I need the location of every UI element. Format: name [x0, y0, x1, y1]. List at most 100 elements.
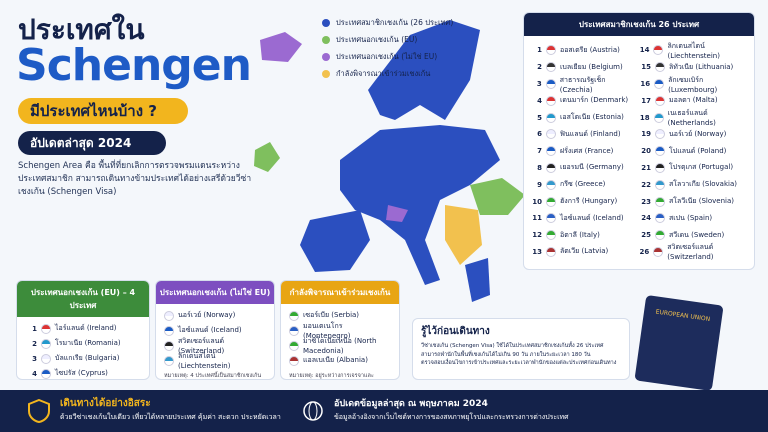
- flag: [289, 355, 299, 366]
- list-row: 1 ไอร์แลนด์ (Ireland): [25, 321, 141, 336]
- item-number: 6: [537, 130, 542, 139]
- list-row: ลิกเตนสไตน์ (Liechtenstein): [164, 352, 266, 370]
- item-number: 7: [537, 147, 542, 156]
- list-row: 13 ลัตเวีย (Latvia): [530, 244, 639, 261]
- item-name: เดนมาร์ก (Denmark): [560, 96, 629, 105]
- item-number: 5: [537, 113, 542, 122]
- flag: [655, 62, 665, 73]
- list-row: 6 ฟินแลนด์ (Finland): [530, 126, 639, 143]
- iceland: [260, 32, 302, 62]
- item-name: สโลวาเกีย (Slovakia): [669, 180, 737, 189]
- list-row: 25 สวีเดน (Sweden): [639, 227, 748, 244]
- list-row: เซอร์เบีย (Serbia): [289, 308, 391, 323]
- flag: [655, 95, 665, 106]
- item-name: โรมาเนีย (Romania): [55, 339, 121, 347]
- flag: [653, 112, 664, 123]
- flag: [653, 45, 664, 56]
- members-box: ประเทศสมาชิกเชงเก้น 26 ประเทศ 1 ออสเตรีย …: [523, 12, 755, 270]
- flag: [546, 230, 556, 241]
- globe-icon: [303, 401, 323, 421]
- candidates: [445, 205, 482, 265]
- item-name: แอลเบเนีย (Albania): [303, 356, 368, 364]
- tip: ตรวจสอบเงื่อนไขการเข้าประเทศและระยะเวลาพ…: [421, 360, 617, 366]
- box-title: ประเทศนอกเชงเก้น (EU) – 4 ประเทศ: [17, 281, 149, 317]
- item-name: ลักเซมเบิร์ก (Luxembourg): [668, 75, 718, 94]
- item-name: ลัตเวีย (Latvia): [560, 247, 609, 256]
- note: หมายเหตุ: 4 ประเทศนี้เป็นสมาชิกเชงเก้น แ…: [164, 373, 262, 379]
- item-name: สาธารณรัฐเช็ก (Czechia): [559, 75, 606, 94]
- item-number: 12: [532, 231, 542, 240]
- flag: [546, 129, 556, 140]
- tip: วีซ่าเชงเก้น (Schengen Visa) ใช้ได้ในประ…: [421, 343, 604, 349]
- box-title: ประเทศนอกเชงเก้น (ไม่ใช่ EU): [156, 281, 274, 304]
- iberia: [300, 210, 370, 272]
- item-name: ลิกเตนสไตน์ (Liechtenstein): [667, 41, 720, 60]
- list-row: ไอซ์แลนด์ (Iceland): [164, 323, 266, 338]
- flag: [164, 325, 174, 336]
- flag: [655, 146, 665, 157]
- nordics: [368, 20, 480, 120]
- item-name: ไอซ์แลนด์ (Iceland): [560, 213, 624, 222]
- item-number: 3: [32, 354, 37, 363]
- list-row: 4 เดนมาร์ก (Denmark): [530, 92, 639, 109]
- footer: เดินทางได้อย่างอิสระ ด้วยวีซ่าเชงเก้นใบเ…: [0, 390, 768, 432]
- item-number: 15: [641, 63, 651, 72]
- footer-left-text: ด้วยวีซ่าเชงเก้นใบเดียว เที่ยวได้หลายประ…: [60, 413, 281, 421]
- legend-item: กำลังพิจารณาเข้าร่วมเชงเก้น: [322, 65, 453, 82]
- item-number: 8: [537, 163, 542, 172]
- list-row: แอลเบเนีย (Albania): [289, 353, 391, 368]
- flag: [164, 340, 174, 351]
- flag: [655, 213, 665, 224]
- flag: [655, 129, 665, 140]
- item-number: 13: [532, 247, 542, 256]
- list-row: 7 ฝรั่งเศส (France): [530, 143, 639, 160]
- item-name: กรีซ (Greece): [560, 180, 606, 189]
- list-row: 12 อิตาลี (Italy): [530, 227, 639, 244]
- item-name: บัลแกเรีย (Bulgaria): [55, 354, 120, 362]
- item-name: ฮังการี (Hungary): [560, 197, 618, 206]
- list-row: 9 กรีซ (Greece): [530, 176, 639, 193]
- item-name: เนเธอร์แลนด์ (Netherlands): [667, 109, 716, 128]
- item-number: 18: [639, 113, 650, 122]
- list-row: 1 ออสเตรีย (Austria): [530, 42, 639, 59]
- item-name: ฝรั่งเศส (France): [560, 146, 614, 155]
- footer-left-title: เดินทางได้อย่างอิสระ: [60, 398, 151, 409]
- legend-swatch: [322, 35, 330, 44]
- item-name: โปรตุเกส (Portugal): [669, 163, 734, 172]
- mainland: [340, 125, 500, 285]
- flag: [546, 179, 556, 190]
- flag: [546, 162, 556, 173]
- list-row: มาซิโดเนียเหนือ (North Macedonia): [289, 337, 391, 355]
- legend-item: ประเทศนอกเชงเก้น (ไม่ใช่ EU): [322, 48, 453, 65]
- item-number: 23: [641, 197, 651, 206]
- item-number: 14: [639, 46, 650, 55]
- item-number: 19: [641, 130, 651, 139]
- item-name: เซอร์เบีย (Serbia): [303, 311, 360, 319]
- flag: [655, 230, 665, 241]
- switzerland: [386, 205, 408, 222]
- item-name: อิตาลี (Italy): [560, 230, 600, 239]
- item-number: 4: [32, 369, 37, 378]
- list-row: 15 ลิทัวเนีย (Lithuania): [639, 59, 748, 76]
- item-name: ออสเตรีย (Austria): [560, 45, 620, 54]
- shield-icon: [28, 399, 50, 423]
- item-name: ไซปรัส (Cyprus): [55, 369, 108, 377]
- flag: [41, 353, 51, 364]
- title-line2: Schengen: [16, 40, 252, 91]
- legend-item: ประเทศนอกเชงเก้น (EU): [322, 31, 453, 48]
- list-row: 17 มอลตา (Malta): [639, 92, 748, 109]
- list-row: 2 โรมาเนีย (Romania): [25, 336, 141, 351]
- item-name: ฟินแลนด์ (Finland): [560, 129, 621, 138]
- flag: [164, 355, 174, 366]
- footer-right-text: ข้อมูลอ้างอิงจากเว็บไซต์ทางการของสหภาพยุ…: [334, 413, 569, 421]
- item-number: 3: [536, 79, 542, 88]
- ireland: [254, 142, 280, 172]
- flag: [41, 323, 51, 334]
- non-schengen-eu-box: ประเทศนอกเชงเก้น (EU) – 4 ประเทศ 1 ไอร์แล…: [16, 280, 150, 380]
- list-row: นอร์เวย์ (Norway): [164, 308, 266, 323]
- item-name: เบลเยียม (Belgium): [560, 62, 623, 71]
- passport: EUROPEAN UNION: [634, 294, 724, 392]
- romania-bulgaria: [470, 178, 525, 215]
- flag: [164, 310, 174, 321]
- flag: [655, 162, 665, 173]
